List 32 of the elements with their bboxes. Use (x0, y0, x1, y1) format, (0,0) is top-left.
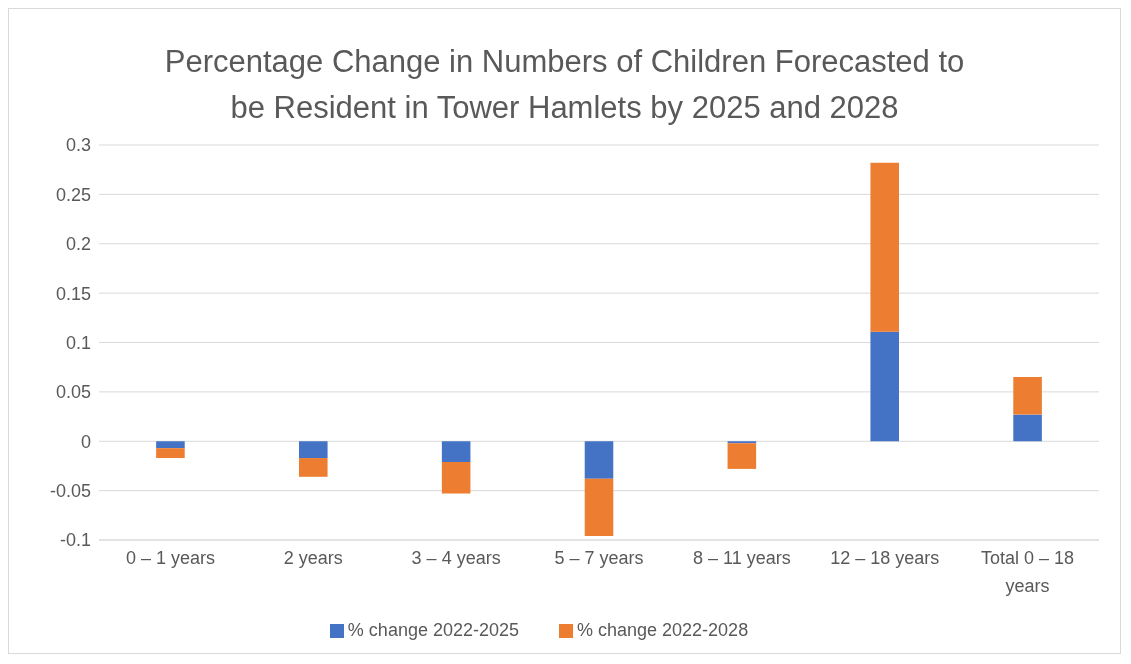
bar (870, 162, 899, 332)
y-tick-label: 0.3 (65, 135, 91, 156)
y-tick-label: -0.05 (49, 481, 91, 502)
x-tick-label: 8 – 11 years (692, 548, 791, 568)
bar (870, 331, 899, 442)
bar (1013, 414, 1042, 442)
bar (441, 461, 471, 494)
x-tick-label: 2 years (283, 548, 343, 568)
x-tick-label: 3 – 4 years (411, 548, 501, 568)
bar (299, 458, 328, 477)
y-tick-label: 0.2 (65, 234, 91, 255)
legend-label: % change 2022-2025 (347, 620, 519, 640)
y-tick-label: 0.1 (65, 332, 91, 353)
x-tick-label: 5 – 7 years (554, 548, 644, 568)
y-tick-label: 0 (80, 431, 91, 452)
x-tick-label: Total 0 – 18 years (981, 548, 1075, 596)
bar (156, 448, 185, 459)
bar (441, 441, 471, 462)
bar (299, 441, 328, 459)
bar (156, 441, 185, 449)
bar (584, 441, 614, 479)
y-tick-label: -0.1 (59, 530, 91, 551)
x-tick-label: 0 – 1 years (125, 548, 215, 568)
x-tick-label: 12 – 18 years (830, 548, 940, 568)
bar (1013, 377, 1042, 415)
y-tick-label: 0.15 (55, 283, 91, 304)
y-tick-label: 0.25 (55, 184, 91, 205)
bar (727, 443, 757, 469)
chart-title: Percentage Change in Numbers of Children Forecasted to be Resident in Tower Hamlets by 2025 and 2028 (163, 43, 966, 127)
legend-label: % change 2022-2028 (577, 620, 749, 640)
bar (584, 478, 614, 537)
y-tick-label: 0.05 (55, 382, 91, 403)
